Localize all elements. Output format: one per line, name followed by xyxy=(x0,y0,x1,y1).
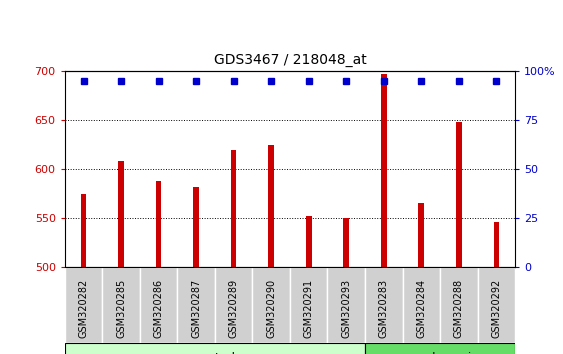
Bar xyxy=(269,145,274,267)
Text: GSM320283: GSM320283 xyxy=(379,279,389,338)
Bar xyxy=(193,187,199,267)
Text: GSM320286: GSM320286 xyxy=(154,279,164,338)
Bar xyxy=(118,161,124,267)
Bar xyxy=(477,267,515,343)
Bar xyxy=(381,74,387,267)
Bar xyxy=(365,343,515,354)
Text: GSM320290: GSM320290 xyxy=(266,279,276,338)
Text: GSM320292: GSM320292 xyxy=(491,279,502,338)
Bar xyxy=(215,267,252,343)
Bar xyxy=(494,222,499,267)
Bar xyxy=(81,194,86,267)
Bar xyxy=(177,267,215,343)
Bar xyxy=(65,343,365,354)
Bar xyxy=(140,267,177,343)
Bar xyxy=(365,267,403,343)
Text: GSM320289: GSM320289 xyxy=(229,279,239,338)
Bar xyxy=(328,267,365,343)
Bar xyxy=(102,267,140,343)
Bar xyxy=(252,267,290,343)
Bar xyxy=(156,181,162,267)
Text: GSM320284: GSM320284 xyxy=(416,279,426,338)
Bar xyxy=(403,267,440,343)
Text: GSM320291: GSM320291 xyxy=(303,279,314,338)
Bar xyxy=(306,216,311,267)
Text: GSM320282: GSM320282 xyxy=(78,279,88,338)
Title: GDS3467 / 218048_at: GDS3467 / 218048_at xyxy=(213,53,367,67)
Bar xyxy=(456,122,462,267)
Bar xyxy=(65,267,102,343)
Text: GSM320285: GSM320285 xyxy=(116,279,126,338)
Bar xyxy=(418,204,424,267)
Text: preeclampsia: preeclampsia xyxy=(400,352,480,354)
Text: GSM320288: GSM320288 xyxy=(454,279,464,338)
Bar xyxy=(290,267,328,343)
Bar xyxy=(343,218,349,267)
Text: control: control xyxy=(194,352,235,354)
Bar xyxy=(440,267,477,343)
Bar xyxy=(231,150,236,267)
Text: GSM320287: GSM320287 xyxy=(191,279,201,338)
Text: GSM320293: GSM320293 xyxy=(341,279,351,338)
